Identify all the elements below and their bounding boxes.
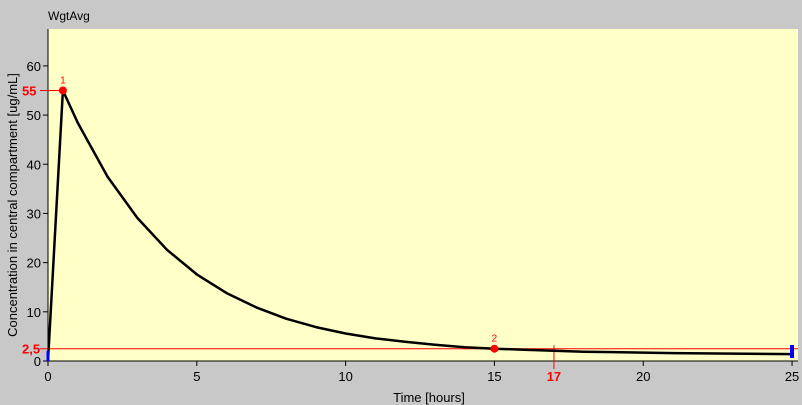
x-tick-label: 5 (193, 369, 200, 384)
x-tick-label: 0 (44, 369, 51, 384)
marker-point-label: 1 (60, 75, 66, 86)
plot-area[interactable] (48, 29, 798, 361)
x-tick-label: 25 (785, 369, 799, 384)
y-tick-label: 20 (27, 256, 41, 271)
y-tick-label: 50 (27, 108, 41, 123)
y-tick-label: 30 (27, 206, 41, 221)
y-axis-label: Concentration in central compartment [ug… (5, 73, 20, 337)
y-tick-label: 40 (27, 157, 41, 172)
x-tick-label: 10 (338, 369, 352, 384)
x-marker-value: 17 (547, 369, 561, 384)
marker-y-value: 2,5 (22, 342, 40, 357)
panel-title: WgtAvg (48, 9, 90, 23)
y-tick-label: 0 (34, 354, 41, 369)
x-tick-label: 15 (487, 369, 501, 384)
x-tick-label: 20 (636, 369, 650, 384)
y-tick-label: 10 (27, 305, 41, 320)
x-axis-label: Time [hours] (393, 390, 465, 405)
concentration-curve (46, 89, 793, 362)
y-tick-label: 60 (27, 59, 41, 74)
marker-point-label: 2 (492, 334, 498, 345)
marker-point[interactable] (490, 344, 499, 353)
marker-point[interactable] (58, 86, 67, 95)
marker-y-value: 55 (22, 83, 36, 98)
